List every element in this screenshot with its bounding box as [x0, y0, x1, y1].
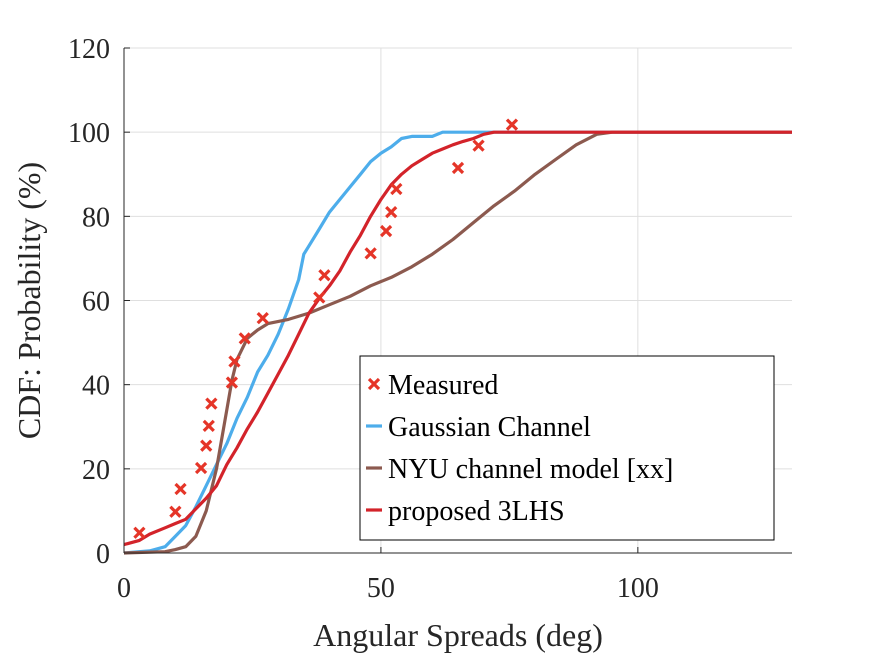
- y-tick-label: 60: [82, 287, 110, 318]
- legend-label: Measured: [388, 370, 498, 401]
- measured-point: [318, 269, 331, 282]
- legend-label: proposed 3LHS: [388, 496, 565, 527]
- axes: [123, 47, 792, 554]
- measured-point: [364, 247, 377, 260]
- legend-items: Measured Gaussian Channel NYU channel mode…: [366, 370, 673, 527]
- y-tick-label: 120: [68, 34, 110, 65]
- legend: Measured Gaussian Channel NYU channel mode…: [359, 355, 775, 541]
- measured-point: [169, 505, 182, 518]
- y-axis-label: CDF: Probability (%): [11, 162, 47, 439]
- measured-point: [133, 526, 146, 539]
- x-axis-label: Angular Spreads (deg): [313, 617, 603, 653]
- measured-point: [313, 291, 326, 304]
- y-tick-label: 40: [82, 371, 110, 402]
- series-line-nyu-channel-model-xx: [123, 130, 792, 555]
- legend-box: [359, 355, 775, 541]
- x-tick-label: 0: [117, 573, 131, 604]
- y-tick-label: 20: [82, 455, 110, 486]
- measured-point: [200, 439, 213, 452]
- x-tick-label: 50: [367, 573, 395, 604]
- measured-point: [379, 224, 393, 238]
- measured-point: [256, 312, 269, 325]
- y-tick-label: 80: [82, 202, 110, 233]
- tick-labels: 0 50 100 0 20 40 60 80 100 120: [68, 34, 659, 604]
- measured-point: [451, 161, 465, 175]
- measured-point: [202, 419, 215, 433]
- x-tick-label: 100: [617, 573, 659, 604]
- measured-point: [174, 482, 187, 496]
- y-tick-label: 0: [96, 539, 110, 570]
- measured-point: [390, 182, 403, 196]
- series-layer: [123, 118, 792, 555]
- measured-point: [385, 205, 398, 219]
- measured-point: [205, 397, 218, 410]
- measured-point: [472, 139, 485, 152]
- measured-point: [194, 461, 208, 475]
- measured-point: [238, 332, 251, 345]
- series-line-gaussian-channel: [123, 130, 792, 555]
- measured-point: [505, 118, 519, 131]
- measured-point: [225, 376, 239, 389]
- legend-label: Gaussian Channel: [388, 412, 591, 443]
- legend-label: NYU channel model [xx]: [388, 454, 673, 485]
- y-tick-label: 100: [68, 118, 110, 149]
- measured-point: [228, 355, 241, 368]
- legend-marker-measured: [367, 377, 381, 391]
